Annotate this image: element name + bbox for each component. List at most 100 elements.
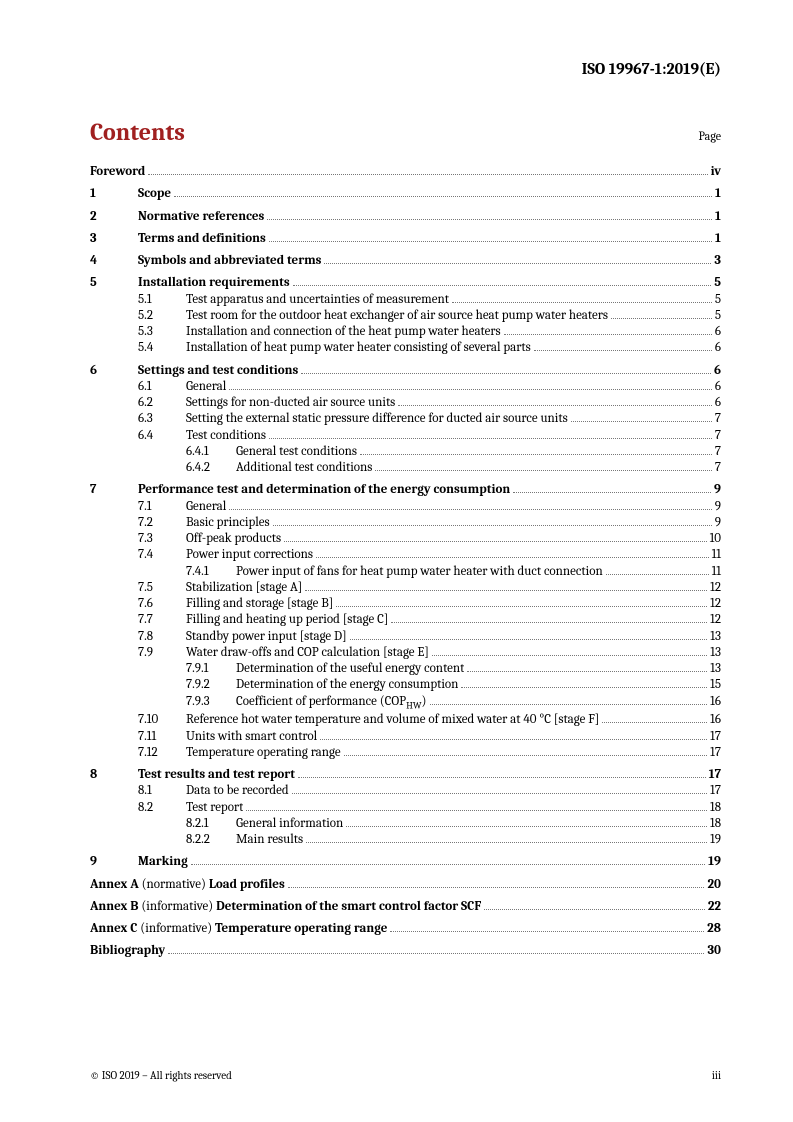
toc-leader [432,655,707,656]
toc-entry-title: Water draw-offs and COP calculation [sta… [186,645,429,661]
toc-entry-number: 6 [90,363,138,379]
toc-entry: 7.11Units with smart control17 [90,729,721,745]
toc-entry-title: Scope [138,186,171,202]
toc-leader [398,405,712,406]
toc-entry-number: 7.9.3 [186,694,236,710]
toc-entry: 7.4.1Power input of fans for heat pump w… [90,564,721,580]
contents-heading: Contents [90,118,185,146]
toc-entry-title: Temperature operating range [186,745,341,761]
document-id: ISO 19967-1:2019(E) [90,60,721,78]
toc-entry: 1Scope1 [90,186,721,202]
toc-entry-page: 6 [714,363,721,379]
toc-entry-page: 9 [714,482,721,498]
toc-leader [298,777,706,778]
annex-entry-page: 28 [707,921,721,937]
toc-entry-title: Setting the external static pressure dif… [186,411,568,427]
toc-entry-page: 6 [715,340,721,356]
toc-entry-title: Coefficient of performance (COPHW) [236,694,427,713]
toc-entry-title: Marking [138,854,188,870]
toc-leader [360,454,712,455]
annex-entry: Annex C (informative) Temperature operat… [90,921,721,937]
toc-entry-title: Normative references [138,209,264,225]
toc-entry-page: 9 [715,499,721,515]
toc-entry-number: 7.1 [138,499,186,515]
toc-entry-title: General information [236,816,343,832]
toc-entry-title: Basic principles [186,515,270,531]
toc-entry: 7Performance test and determination of t… [90,482,721,498]
toc-entry-page: 13 [710,629,721,645]
toc-leader [391,622,707,623]
toc-leader [288,887,705,888]
toc-entry-page: 9 [715,515,721,531]
toc-entry-number: 6.4.2 [186,460,236,476]
toc-entry-number: 7.4 [138,547,186,563]
toc-entry-title: Installation and connection of the heat … [186,324,501,340]
toc-entry-page: 1 [715,209,721,225]
toc-entry-title: General [186,499,226,515]
toc-entry-number: 7 [90,482,138,498]
toc-entry-page: 17 [709,767,721,783]
toc-entry-number: 5.1 [138,292,186,308]
toc-entry: 6.4.1General test conditions7 [90,444,721,460]
annex-entry-title: Bibliography [90,943,165,959]
toc-leader [229,509,711,510]
toc-leader [602,722,707,723]
toc-entry-number: 7.3 [138,531,186,547]
toc-leader [148,174,707,175]
toc-leader [269,241,712,242]
toc-entry-page: 17 [710,745,721,761]
table-of-contents: Forewordiv1Scope12Normative references13… [90,164,721,871]
page-label: Page [699,129,721,143]
toc-entry: 6.1General6 [90,379,721,395]
toc-leader [606,574,709,575]
toc-entry-title: Units with smart control [186,729,317,745]
toc-entry-number: 5 [90,275,138,291]
toc-leader [269,438,712,439]
annex-entry-page: 30 [707,943,721,959]
annex-entry: Annex A (normative) Load profiles20 [90,877,721,893]
toc-leader [344,755,708,756]
toc-entry-page: 5 [715,308,721,324]
toc-entry-title: Determination of the useful energy conte… [236,661,464,677]
toc-entry-page: 13 [710,645,721,661]
toc-entry-number: 8.1 [138,783,186,799]
toc-entry-page: 1 [715,231,721,247]
toc-entry: 7.9.3Coefficient of performance (COPHW)1… [90,694,721,713]
toc-entry: 3Terms and definitions1 [90,231,721,247]
toc-entry-title: Power input of fans for heat pump water … [236,564,603,580]
toc-entry-number: 7.5 [138,580,186,596]
toc-entry-number: 7.4.1 [186,564,236,580]
toc-leader [513,492,711,493]
toc-entry-page: 12 [710,596,721,612]
toc-leader [292,793,708,794]
toc-leader [305,590,707,591]
toc-entry: 8Test results and test report17 [90,767,721,783]
toc-entry-number: 7.9.1 [186,661,236,677]
toc-entry-page: 7 [715,444,721,460]
toc-entry-number: 5.2 [138,308,186,324]
toc-entry-title: Symbols and abbreviated terms [138,253,321,269]
toc-entry-title: Filling and storage [stage B] [186,596,333,612]
toc-entry: Forewordiv [90,164,721,180]
toc-leader [293,285,712,286]
toc-entry-page: 5 [714,275,721,291]
toc-entry-number: 7.11 [138,729,186,745]
toc-leader [534,350,712,351]
toc-entry-title: Installation of heat pump water heater c… [186,340,531,356]
toc-leader [430,704,708,705]
annex-entry-page: 22 [708,899,721,915]
toc-entry-title: General [186,379,226,395]
toc-entry-number: 1 [90,186,138,202]
toc-entry-number: 6.2 [138,395,186,411]
toc-entry-title: Reference hot water temperature and volu… [186,712,599,728]
toc-entry: 7.9.2Determination of the energy consump… [90,677,721,693]
toc-entry-page: 18 [710,800,721,816]
toc-entry: 8.2.2Main results19 [90,832,721,848]
toc-entry: 5Installation requirements5 [90,275,721,291]
toc-entry: 6Settings and test conditions6 [90,363,721,379]
toc-entry: 5.4Installation of heat pump water heate… [90,340,721,356]
annex-entry-title: Annex B (informative) Determination of t… [90,899,481,915]
toc-entry: 7.9.1Determination of the useful energy … [90,661,721,677]
toc-entry: 9Marking19 [90,854,721,870]
toc-entry-number: 7.10 [138,712,186,728]
